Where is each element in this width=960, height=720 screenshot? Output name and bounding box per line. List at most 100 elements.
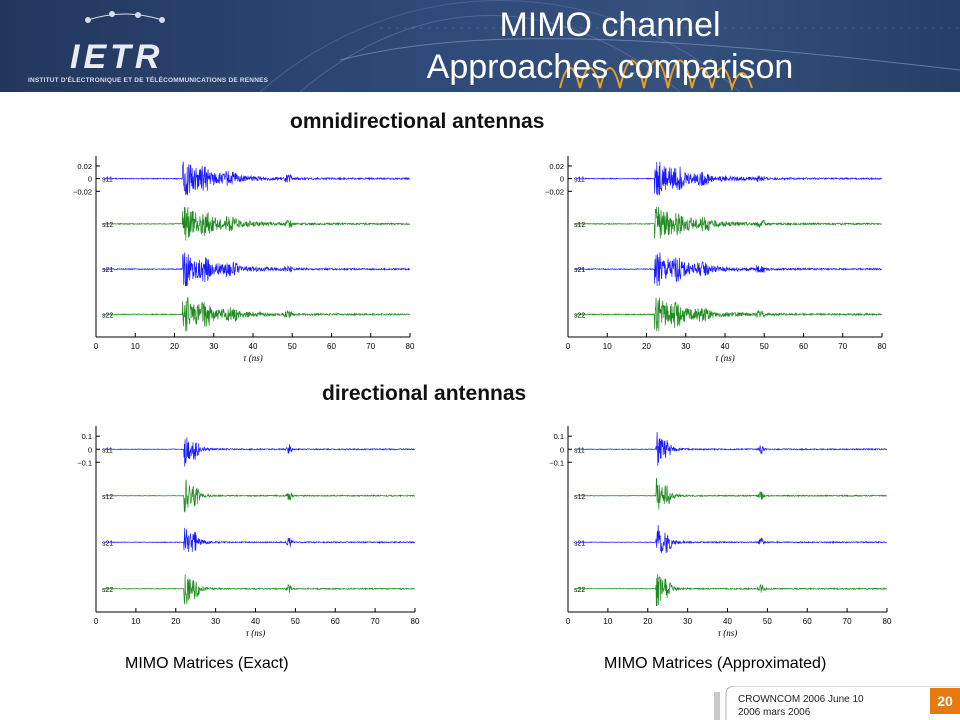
trace-s21 bbox=[575, 525, 887, 553]
x-tick-label: 60 bbox=[799, 342, 808, 351]
x-tick-label: 10 bbox=[131, 342, 140, 351]
y-tick-label: 0.1 bbox=[82, 432, 92, 441]
chart-omni-approx: 0 10 20 30 40 50 60 70 80 τ (ns) 0.02 0 −0.02 s11 s12 s… bbox=[545, 156, 887, 363]
series-label-s11: s11 bbox=[102, 447, 113, 454]
series-label-s12: s12 bbox=[574, 222, 585, 229]
x-tick-label: 20 bbox=[642, 342, 651, 351]
x-tick-label: 30 bbox=[209, 342, 218, 351]
y-tick-label: 0.02 bbox=[549, 162, 564, 171]
y-tick-label: −0.02 bbox=[545, 187, 564, 196]
x-tick-label: 20 bbox=[170, 342, 179, 351]
x-axis-label: τ (ns) bbox=[718, 628, 737, 638]
trace-s11 bbox=[575, 432, 888, 466]
trace-s11 bbox=[575, 161, 882, 196]
x-axis-label: τ (ns) bbox=[246, 628, 265, 638]
trace-s22 bbox=[103, 574, 416, 605]
series-label-s21: s21 bbox=[574, 267, 585, 274]
x-tick-label: 0 bbox=[94, 342, 99, 351]
x-tick-label: 70 bbox=[366, 342, 375, 351]
x-tick-label: 10 bbox=[603, 342, 612, 351]
x-tick-label: 0 bbox=[566, 342, 571, 351]
trace-s21 bbox=[103, 527, 416, 553]
ietr-logo: IETR bbox=[70, 38, 164, 76]
trace-s22 bbox=[575, 297, 882, 332]
trace-s12 bbox=[575, 207, 882, 239]
x-tick-label: 70 bbox=[838, 342, 847, 351]
series-label-s11: s11 bbox=[574, 447, 585, 454]
y-tick-label: 0.1 bbox=[554, 432, 564, 441]
chart-dir-exact: 0 10 20 30 40 50 60 70 80 τ (ns) 0.1 0 −0.1 s11 s12 s21… bbox=[77, 426, 420, 638]
x-tick-label: 20 bbox=[171, 617, 180, 626]
x-tick-label: 60 bbox=[803, 617, 812, 626]
x-tick-label: 0 bbox=[94, 617, 99, 626]
x-tick-label: 50 bbox=[760, 342, 769, 351]
series-label-s12: s12 bbox=[102, 494, 113, 501]
x-tick-label: 70 bbox=[843, 617, 852, 626]
y-tick-label: 0 bbox=[88, 445, 92, 454]
y-tick-label: −0.02 bbox=[73, 187, 92, 196]
page-number: 20 bbox=[930, 688, 960, 714]
series-label-s22: s22 bbox=[102, 312, 113, 319]
x-tick-label: 80 bbox=[411, 617, 420, 626]
y-tick-label: −0.1 bbox=[77, 458, 92, 467]
x-tick-label: 10 bbox=[603, 617, 612, 626]
y-tick-label: 0 bbox=[560, 445, 564, 454]
trace-s21 bbox=[575, 252, 882, 286]
x-tick-label: 40 bbox=[723, 617, 732, 626]
series-label-s11: s11 bbox=[574, 177, 585, 184]
y-tick-label: 0.02 bbox=[77, 162, 92, 171]
trace-s11 bbox=[103, 161, 411, 196]
x-tick-label: 70 bbox=[371, 617, 380, 626]
x-axis-label: τ (ns) bbox=[715, 353, 734, 363]
x-tick-label: 50 bbox=[763, 617, 772, 626]
x-tick-label: 40 bbox=[251, 617, 260, 626]
series-label-s21: s21 bbox=[102, 540, 113, 547]
x-tick-label: 30 bbox=[683, 617, 692, 626]
x-tick-label: 50 bbox=[291, 617, 300, 626]
series-label-s22: s22 bbox=[574, 312, 585, 319]
x-tick-label: 60 bbox=[327, 342, 336, 351]
trace-s12 bbox=[575, 478, 887, 510]
footer-conference: CROWNCOM 2006 June 10 bbox=[738, 694, 864, 705]
series-label-s21: s21 bbox=[102, 267, 113, 274]
trace-s22 bbox=[103, 297, 411, 332]
trace-s22 bbox=[575, 574, 887, 606]
x-tick-label: 80 bbox=[883, 617, 892, 626]
series-label-s22: s22 bbox=[574, 587, 585, 594]
series-label-s11: s11 bbox=[102, 177, 113, 184]
series-label-s12: s12 bbox=[102, 222, 113, 229]
trace-s12 bbox=[103, 207, 411, 241]
y-tick-label: 0 bbox=[88, 175, 92, 184]
x-tick-label: 30 bbox=[211, 617, 220, 626]
series-label-s21: s21 bbox=[574, 540, 585, 547]
x-tick-label: 40 bbox=[249, 342, 258, 351]
x-tick-label: 80 bbox=[878, 342, 887, 351]
y-tick-label: −0.1 bbox=[549, 458, 564, 467]
x-tick-label: 50 bbox=[288, 342, 297, 351]
footer-frame bbox=[714, 686, 960, 720]
x-tick-label: 20 bbox=[643, 617, 652, 626]
x-tick-label: 30 bbox=[681, 342, 690, 351]
x-tick-label: 10 bbox=[131, 617, 140, 626]
institute-name: INSTITUT D'ÉLECTRONIQUE ET DE TÉLÉCOMMUN… bbox=[28, 77, 269, 84]
trace-s11 bbox=[103, 437, 416, 467]
trace-s12 bbox=[103, 479, 416, 513]
x-tick-label: 80 bbox=[406, 342, 415, 351]
x-tick-label: 40 bbox=[721, 342, 730, 351]
slide-title-line2: Approaches comparison bbox=[426, 48, 794, 86]
section-heading-directional: directional antennas bbox=[322, 382, 527, 405]
trace-s21 bbox=[103, 252, 411, 287]
banner-decoration bbox=[85, 0, 960, 92]
x-tick-label: 0 bbox=[566, 617, 571, 626]
caption-approximated: MIMO Matrices (Approximated) bbox=[604, 655, 827, 672]
section-heading-omnidirectional: omnidirectional antennas bbox=[290, 110, 545, 133]
slide-title-line1: MIMO channel bbox=[499, 6, 721, 44]
series-label-s22: s22 bbox=[102, 587, 113, 594]
caption-exact: MIMO Matrices (Exact) bbox=[125, 655, 289, 672]
chart-omni-exact: 0 10 20 30 40 50 60 70 80 τ (ns) 0.02 0 −0.02 s11 s12 s… bbox=[73, 156, 415, 363]
x-tick-label: 60 bbox=[331, 617, 340, 626]
series-label-s12: s12 bbox=[574, 494, 585, 501]
footer-date: 2006 mars 2006 bbox=[738, 707, 811, 718]
chart-dir-approx: 0 10 20 30 40 50 60 70 80 τ (ns) 0.1 0 −0.1 s11 s12 s21… bbox=[549, 426, 892, 638]
header-banner: IETR INSTITUT D'ÉLECTRONIQUE ET DE TÉLÉC… bbox=[0, 0, 960, 92]
